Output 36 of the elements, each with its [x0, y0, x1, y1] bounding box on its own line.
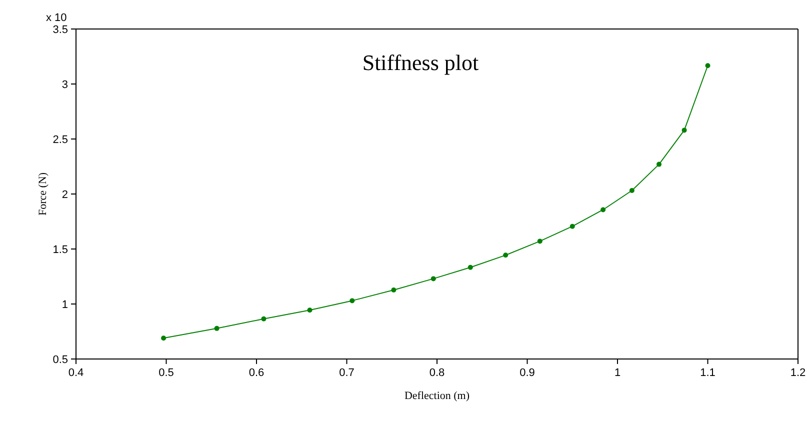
point: [570, 224, 575, 229]
point: [161, 336, 166, 341]
x-tick-label: 0.9: [520, 366, 535, 379]
point: [350, 298, 355, 304]
point: [705, 63, 710, 68]
x-tick-label: 0.4: [68, 366, 84, 379]
point: [537, 238, 542, 244]
y-tick-label: 1.5: [52, 244, 68, 256]
y-tick-label: 3.5: [52, 24, 68, 36]
point: [600, 207, 606, 212]
point: [682, 128, 687, 133]
x-tick-label: 0.8: [429, 366, 445, 379]
x-tick-label: 0.7: [339, 366, 354, 379]
x-tick-label: 1: [614, 366, 621, 379]
x-tick-label: 0.6: [248, 366, 264, 379]
point: [629, 188, 634, 193]
point: [307, 308, 312, 313]
y-axis-title: Force (N): [36, 172, 49, 216]
point: [468, 264, 473, 270]
text: x 10: [46, 12, 67, 24]
point: [430, 276, 436, 282]
text: Stiffness plot: [361, 50, 480, 76]
x-tick-label: 1.2: [790, 366, 806, 379]
point: [214, 326, 220, 331]
y-tick-label: 2.5: [52, 134, 68, 146]
x-axis-title: Deflection (m): [404, 390, 470, 402]
point: [656, 162, 662, 167]
y-tick-label: 3: [62, 78, 68, 91]
point: [391, 288, 396, 293]
y-tick-label: 0.5: [52, 354, 68, 366]
x-tick-label: 0.5: [158, 366, 174, 379]
point: [503, 252, 508, 258]
y-tick-label: 2: [62, 188, 68, 201]
y-tick-label: 1: [62, 298, 68, 311]
x-tick-label: 1.1: [700, 366, 716, 379]
point: [261, 316, 266, 322]
